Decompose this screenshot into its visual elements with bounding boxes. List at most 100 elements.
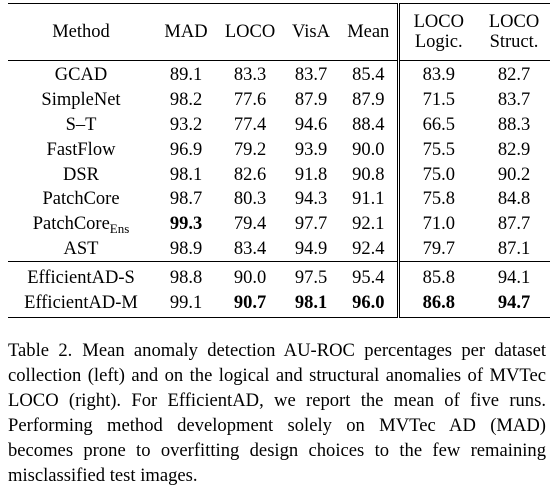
cell-text: 83.3 [233,65,267,86]
cell-text: 83.4 [233,238,267,259]
value-cell: 97.7 [282,212,340,237]
cell-text: 82.9 [497,139,531,160]
value-cell: 90.8 [340,162,398,187]
caption: Table 2. Mean anomaly detection AU-ROC pe… [8,338,546,488]
cell-text: 82.6 [233,164,267,185]
cell-text: PatchCore [42,189,120,210]
cell-text: GCAD [54,65,108,86]
cell-text: 79.2 [233,139,267,160]
value-cell: 85.8 [396,261,478,291]
cell-text: 93.9 [294,139,328,160]
cell-text: EfficientAD-S [27,267,135,288]
cell-text: 79.4 [233,214,267,235]
value-cell: 96.9 [154,137,218,162]
cell-text: 83.7 [294,65,328,86]
table-row: FastFlow 96.9 79.2 93.9 90.0 75.5 82.9 [8,137,550,163]
value-cell: 98.8 [154,261,218,291]
header-line: Struct. [489,32,539,52]
cell-text: 92.1 [352,214,385,235]
cell-text: 80.3 [233,189,267,210]
value-cell: 96.0 [340,290,398,318]
table-row: EfficientAD-M 99.1 90.7 98.1 96.0 86.8 94.7 [8,290,550,318]
row-group: EfficientAD-S 98.8 90.0 97.5 95.4 85.8 94.1 Eff… [8,261,550,318]
header-text: VisA [292,22,330,42]
value-cell: 98.1 [282,290,340,318]
cell-text: 98.1 [169,164,203,185]
header-text: LOCO [224,22,276,42]
value-cell: 82.6 [218,162,282,187]
value-cell: 90.7 [218,290,282,318]
value-cell: 92.4 [340,237,398,262]
method-cell: S–T [8,113,154,138]
subscript: Ens [109,221,130,237]
value-cell: 93.2 [154,113,218,138]
cell-text: 88.3 [497,114,531,135]
value-cell: 87.9 [282,88,340,113]
cell-text: 98.7 [169,189,203,210]
cell-text: 71.0 [422,214,455,235]
value-cell: 97.5 [282,261,340,291]
header-cell: MAD [154,3,218,61]
cell-text: 90.0 [233,267,267,288]
value-cell: 66.5 [396,112,478,138]
header-line: LOCO [488,12,540,32]
value-cell: 71.5 [396,87,478,113]
table-row: S–T 93.2 77.4 94.6 88.4 66.5 88.3 [8,112,550,138]
cell-text: AST [63,238,99,259]
value-cell: 83.9 [396,60,478,88]
table-row: GCAD 89.1 83.3 83.7 85.4 83.9 82.7 [8,60,550,88]
cell-text: 77.4 [233,114,267,135]
cell-text: 66.5 [422,114,455,135]
cell-text: 84.8 [497,189,531,210]
cell-text: FastFlow [46,139,116,160]
value-cell: 92.1 [340,212,398,237]
cell-text: 87.7 [497,214,531,235]
cell-text: 93.2 [169,114,203,135]
cell-text: S–T [65,114,97,135]
cell-text: 87.9 [352,90,385,111]
cell-text: PatchCore [32,214,110,235]
cell-text: 97.7 [294,214,328,235]
cell-text: 96.9 [169,139,203,160]
value-cell: 87.7 [478,212,550,237]
header-text: MAD [164,22,208,42]
value-cell: 79.7 [396,236,478,262]
method-cell: DSR [8,162,154,187]
header-cell: LOCO [218,3,282,61]
cell-text: 83.7 [497,90,531,111]
value-cell: 86.8 [396,290,478,318]
cell-text: 75.0 [422,164,455,185]
cell-text: 77.6 [233,90,267,111]
cell-text: 92.4 [352,238,385,259]
value-cell: 91.8 [282,162,340,187]
value-cell: 89.1 [154,61,218,88]
cell-text: SimpleNet [41,90,121,111]
value-cell: 83.7 [478,88,550,113]
cell-text: 85.4 [352,65,385,86]
value-cell: 87.9 [340,88,398,113]
value-cell: 84.8 [478,187,550,212]
cell-text: 94.6 [294,114,328,135]
cell-text: 82.7 [497,65,531,86]
cell-text: 89.1 [169,65,203,86]
table-row: AST 98.9 83.4 94.9 92.4 79.7 87.1 [8,236,550,262]
cell-text: 88.4 [352,114,385,135]
cell-text: 94.1 [497,267,531,288]
value-cell: 75.5 [396,137,478,163]
value-cell: 79.4 [218,212,282,237]
method-cell: GCAD [8,61,154,88]
value-cell: 98.1 [154,162,218,187]
cell-text: 87.9 [294,90,328,111]
header-line: LOCO [413,12,464,32]
value-cell: 75.8 [396,186,478,212]
value-cell: 90.0 [218,261,282,291]
value-cell: 94.9 [282,237,340,262]
value-cell: 85.4 [340,61,398,88]
caption-label: Table 2. [8,340,73,361]
cell-text: 98.2 [169,90,203,111]
cell-text: 87.1 [497,238,531,259]
cell-text: 90.7 [233,292,267,313]
value-cell: 99.3 [154,212,218,237]
table-row: PatchCore 98.7 80.3 94.3 91.1 75.8 84.8 [8,186,550,212]
caption-text: Mean anomaly detection AU-ROC percentage… [8,340,546,486]
